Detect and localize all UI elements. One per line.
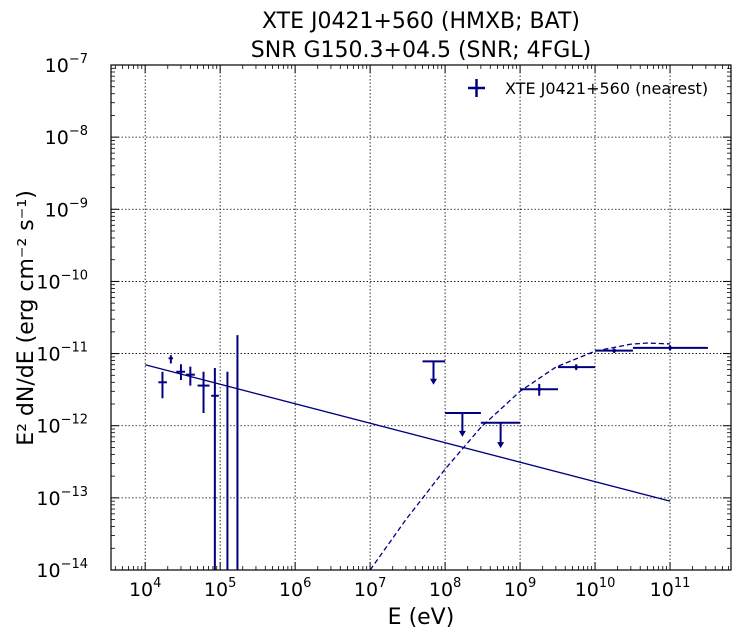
x-tick-label: 1010 [575,576,616,601]
point-marker [612,348,617,353]
y-tick-label: 10−11 [36,341,88,366]
x-axis-label: E (eV) [388,605,455,630]
chart-title-line1: XTE J0421+560 (HMXB; BAT) [262,9,580,34]
tick-labels: 104 105 106 107 108 109 1010 1011 10−14 10−13 10−1… [36,52,690,601]
minor-ticks [111,65,731,570]
y-tick-label: 10−9 [45,196,88,221]
series-bat-points [158,335,239,570]
chart-title-line2: SNR G150.3+04.5 (SNR; 4FGL) [251,38,591,63]
data-point [168,355,174,364]
grid [111,65,731,570]
series-logparabola-dashed [369,342,671,571]
x-tick-label: 109 [504,576,536,601]
data-point [158,371,167,399]
series-fermi-points [422,345,708,449]
upper-limit-arrowhead [497,442,505,449]
upper-limit-arrowhead [458,430,466,437]
y-tick-label: 10−14 [36,557,88,582]
data-point [520,383,558,396]
power-law-model-line [145,364,671,502]
x-tick-label: 104 [129,576,161,601]
y-tick-label: 10−7 [45,52,88,77]
point-marker [537,387,542,392]
upper-limit-arrowhead [429,378,437,385]
log-parabola-model-line [369,342,671,571]
x-tick-label: 107 [354,576,386,601]
y-tick-label: 10−13 [36,485,88,510]
major-ticks [111,64,731,571]
data-point [176,364,186,381]
x-tick-label: 105 [204,576,236,601]
point-marker [574,365,578,369]
data-point [211,368,219,570]
y-tick-label: 10−10 [36,268,88,293]
x-tick-label: 106 [279,576,311,601]
data-point [480,421,521,449]
x-tick-label: 108 [429,576,461,601]
point-marker [668,346,672,350]
y-tick-label: 10−12 [36,413,88,438]
data-point [445,412,481,437]
data-point [197,371,210,414]
series-layer [145,335,708,571]
y-axis-label: E² dN/dE (erg cm⁻² s⁻¹) [14,190,39,446]
data-point [557,364,596,371]
legend: XTE J0421+560 (nearest) [468,79,708,98]
plot-frame [110,64,732,571]
data-point [422,360,446,385]
data-point [632,345,708,351]
x-tick-label: 1011 [650,576,691,601]
data-point [595,348,633,353]
legend-label: XTE J0421+560 (nearest) [505,79,708,98]
y-tick-label: 10−8 [45,124,88,149]
series-powerlaw-line [145,364,671,502]
legend-marker-cross [468,79,485,97]
